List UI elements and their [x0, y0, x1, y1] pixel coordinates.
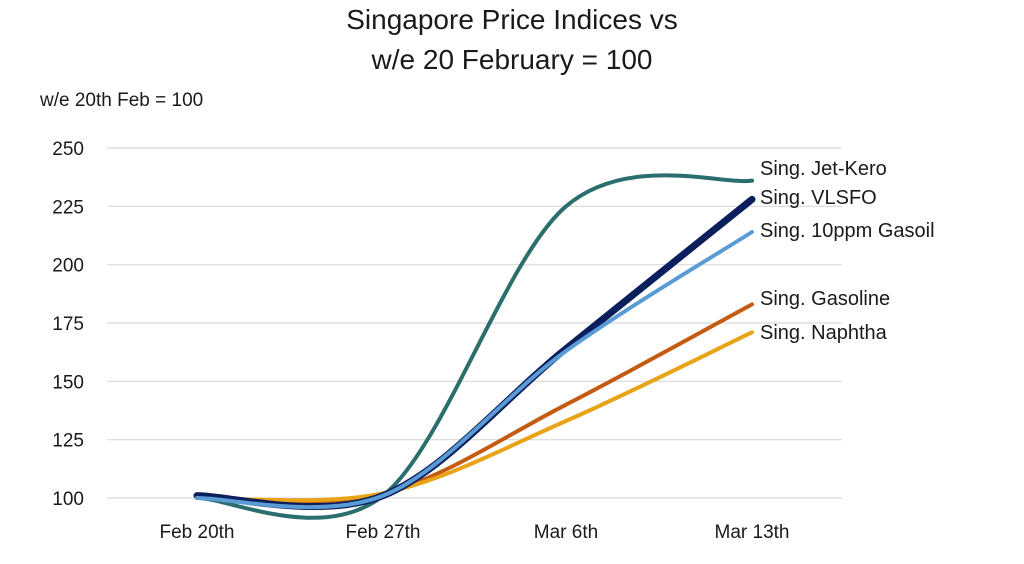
series-label-sing-jet-kero: Sing. Jet-Kero [760, 158, 887, 180]
y-tick-label: 200 [52, 256, 84, 277]
series-lines [193, 173, 756, 520]
series-line-sing-gasoline [195, 302, 754, 504]
x-tick-label: Mar 13th [715, 522, 790, 543]
y-axis-label: w/e 20th Feb = 100 [40, 90, 204, 111]
y-tick-label: 150 [52, 372, 84, 393]
y-tick-label: 225 [52, 197, 84, 218]
series-line-sing-10ppm-gasoil [195, 230, 754, 510]
x-tick-label: Feb 20th [160, 522, 235, 543]
series-label-sing-10ppm-gasoil: Sing. 10ppm Gasoil [760, 220, 935, 242]
series-label-sing-naphtha: Sing. Naphtha [760, 322, 888, 344]
chart-title-line-1: Singapore Price Indices vs [346, 4, 678, 35]
y-tick-label: 175 [52, 314, 84, 335]
series-label-sing-gasoline: Sing. Gasoline [760, 288, 890, 310]
series-line-sing-naphtha [195, 330, 754, 503]
chart-title-line-2: w/e 20 February = 100 [371, 44, 653, 75]
y-tick-labels: 100 125 150 175 200 225 250 [52, 139, 84, 510]
series-label-sing-vlsfo: Sing. VLSFO [760, 187, 877, 209]
series-line-sing-jet-kero [195, 173, 754, 520]
x-tick-label: Mar 6th [534, 522, 598, 543]
x-tick-labels: Feb 20th Feb 27th Mar 6th Mar 13th [160, 522, 790, 543]
series-labels: Sing. Jet-Kero Sing. VLSFO Sing. 10ppm Gas… [760, 158, 935, 344]
y-tick-label: 100 [52, 489, 84, 510]
y-tick-label: 250 [52, 139, 84, 160]
grid-lines [107, 147, 842, 499]
y-tick-label: 125 [52, 431, 84, 452]
x-tick-label: Feb 27th [346, 522, 421, 543]
